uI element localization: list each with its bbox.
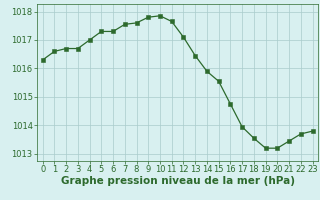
X-axis label: Graphe pression niveau de la mer (hPa): Graphe pression niveau de la mer (hPa) bbox=[60, 176, 295, 186]
